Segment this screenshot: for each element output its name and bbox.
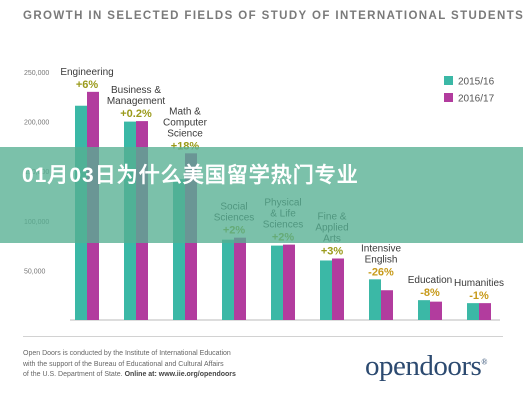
category-label: Business & [111, 85, 161, 96]
bar-2015-16 [271, 245, 283, 320]
legend-label: 2015/16 [458, 77, 495, 88]
change-label: -1% [469, 290, 489, 302]
bar-2015-16 [222, 239, 234, 320]
bar-2015-16 [320, 260, 332, 320]
footer-divider [23, 336, 503, 337]
category-label: Humanities [454, 278, 504, 289]
category-label: Engineering [60, 67, 113, 78]
bar-2015-16 [467, 303, 479, 320]
bar-2015-16 [418, 300, 430, 320]
footer-url[interactable]: Online at: www.iie.org/opendoors [124, 371, 236, 378]
category-label: Science [167, 128, 203, 139]
bar-2016-17 [479, 303, 491, 320]
bar-2016-17 [332, 258, 344, 320]
change-label: +6% [76, 79, 99, 91]
legend-swatch [444, 93, 453, 102]
bar-2016-17 [430, 301, 442, 320]
y-tick-label: 200,000 [24, 120, 49, 127]
footer-line-2: with the support of the Bureau of Educat… [23, 360, 224, 368]
footer-line-1: Open Doors is conducted by the Institute… [23, 350, 231, 357]
overlay-banner: 01月03日为什么美国留学热门专业 [0, 147, 523, 243]
change-label: +0.2% [120, 108, 152, 120]
bar-2016-17 [234, 237, 246, 320]
category-label: Intensive [361, 243, 401, 254]
change-label: +3% [321, 245, 344, 257]
change-label: -26% [368, 266, 394, 278]
y-tick-label: 50,000 [24, 268, 46, 275]
opendoors-logo: opendoors® [365, 350, 487, 382]
legend-label: 2016/17 [458, 94, 495, 105]
bar-2015-16 [369, 279, 381, 320]
category-label: Math & [169, 106, 201, 117]
change-label: -8% [420, 287, 440, 299]
bar-2016-17 [381, 290, 393, 320]
category-label: Management [107, 96, 166, 107]
legend-swatch [444, 76, 453, 85]
category-label: Computer [163, 117, 208, 128]
y-tick-label: 250,000 [24, 70, 49, 77]
footer-credit: Open Doors is conducted by the Institute… [23, 349, 343, 381]
bar-2016-17 [283, 244, 295, 320]
banner-text: 01月03日为什么美国留学热门专业 [22, 164, 359, 187]
chart-title: GROWTH IN SELECTED FIELDS OF STUDY OF IN… [23, 10, 523, 22]
category-label: Education [408, 275, 452, 286]
category-label: English [365, 254, 398, 265]
footer-line-3: of the U.S. Department of State. Online … [23, 371, 236, 378]
